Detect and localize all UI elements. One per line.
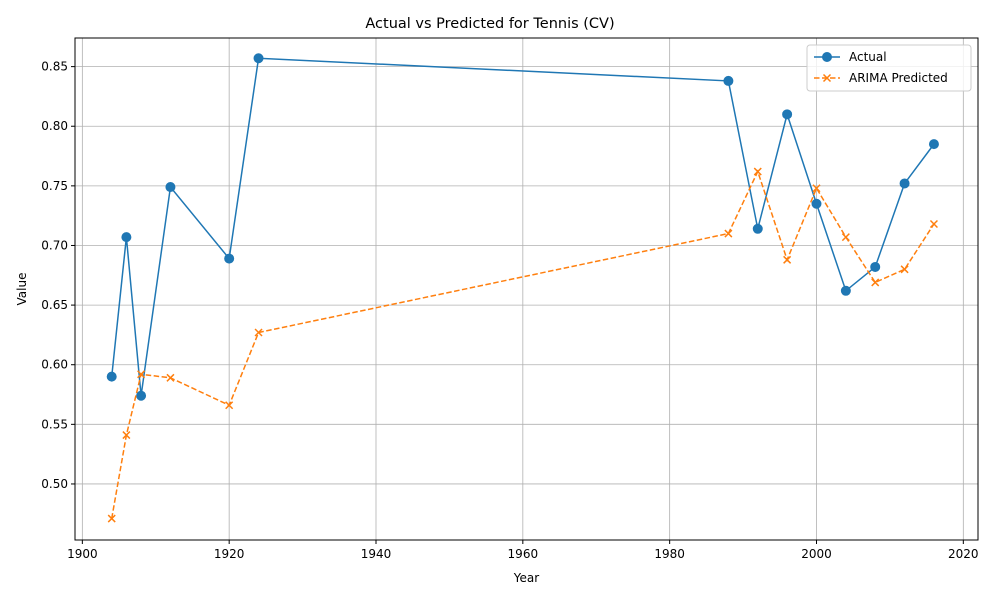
data-point-actual: [253, 53, 264, 64]
y-tick-label: 0.80: [41, 119, 68, 133]
series-line-arima-predicted: [110, 169, 935, 519]
data-point-arima-predicted: [753, 167, 762, 176]
data-point-actual: [840, 285, 851, 296]
legend-label: Actual: [849, 50, 887, 64]
data-point-actual: [782, 109, 793, 120]
series-layer: [106, 53, 939, 523]
legend-entry-actual: Actual: [814, 50, 887, 64]
y-tick-label: 0.65: [41, 298, 68, 312]
data-point-arima-predicted: [783, 255, 792, 264]
y-tick-label: 0.50: [41, 477, 68, 491]
series-line-actual: [110, 57, 935, 396]
data-point-actual: [752, 223, 763, 234]
data-point-actual: [106, 371, 117, 382]
legend-swatch-marker: [822, 73, 832, 83]
x-tick-label: 1900: [67, 547, 98, 561]
x-tick-label: 1980: [654, 547, 685, 561]
data-point-arima-predicted: [137, 370, 146, 379]
data-point-actual: [224, 253, 235, 264]
legend-box: [806, 44, 972, 92]
y-tick-label: 0.55: [41, 417, 68, 431]
series-arima-predicted: [107, 167, 938, 523]
data-point-actual: [899, 178, 910, 189]
legend-entry-arima-predicted: ARIMA Predicted: [814, 71, 948, 85]
series-actual: [106, 53, 939, 401]
data-point-actual: [165, 182, 176, 193]
data-point-arima-predicted: [841, 233, 850, 242]
legend-swatch-marker: [822, 52, 832, 62]
x-tick-label: 1940: [361, 547, 392, 561]
data-point-arima-predicted: [724, 229, 733, 238]
legend-label: ARIMA Predicted: [849, 71, 948, 85]
data-point-arima-predicted: [900, 265, 909, 274]
x-tick-label: 1960: [508, 547, 539, 561]
x-tick-label: 1920: [214, 547, 245, 561]
data-point-arima-predicted: [871, 278, 880, 287]
data-point-actual: [928, 139, 939, 150]
data-point-arima-predicted: [812, 184, 821, 193]
data-point-actual: [811, 198, 822, 209]
plot-frame: [74, 37, 979, 541]
y-axis-ticks: 0.50 0.55 0.60 0.65 0.70 0.75 0.80 0.85: [41, 60, 75, 491]
x-axis-ticks: 1900 1920 1940 1960 1980 2000 2020: [67, 540, 979, 561]
chart-title: Actual vs Predicted for Tennis (CV): [365, 16, 614, 32]
data-point-arima-predicted: [225, 401, 234, 410]
grid: [75, 38, 978, 540]
x-tick-label: 2000: [801, 547, 832, 561]
x-tick-label: 2020: [948, 547, 979, 561]
data-point-actual: [136, 390, 147, 401]
data-point-arima-predicted: [122, 431, 131, 440]
data-point-arima-predicted: [254, 328, 263, 337]
legend: Actual ARIMA Predicted: [806, 44, 972, 92]
y-tick-label: 0.60: [41, 358, 68, 372]
data-point-actual: [121, 232, 132, 243]
y-tick-label: 0.85: [41, 60, 68, 74]
data-point-arima-predicted: [929, 219, 938, 229]
y-tick-label: 0.70: [41, 238, 68, 252]
y-axis-label: Value: [15, 273, 29, 306]
data-point-arima-predicted: [166, 373, 175, 382]
data-point-actual: [723, 75, 734, 86]
y-tick-label: 0.75: [41, 179, 68, 193]
data-point-actual: [870, 261, 881, 272]
x-axis-label: Year: [513, 571, 539, 585]
data-point-arima-predicted: [107, 514, 116, 523]
